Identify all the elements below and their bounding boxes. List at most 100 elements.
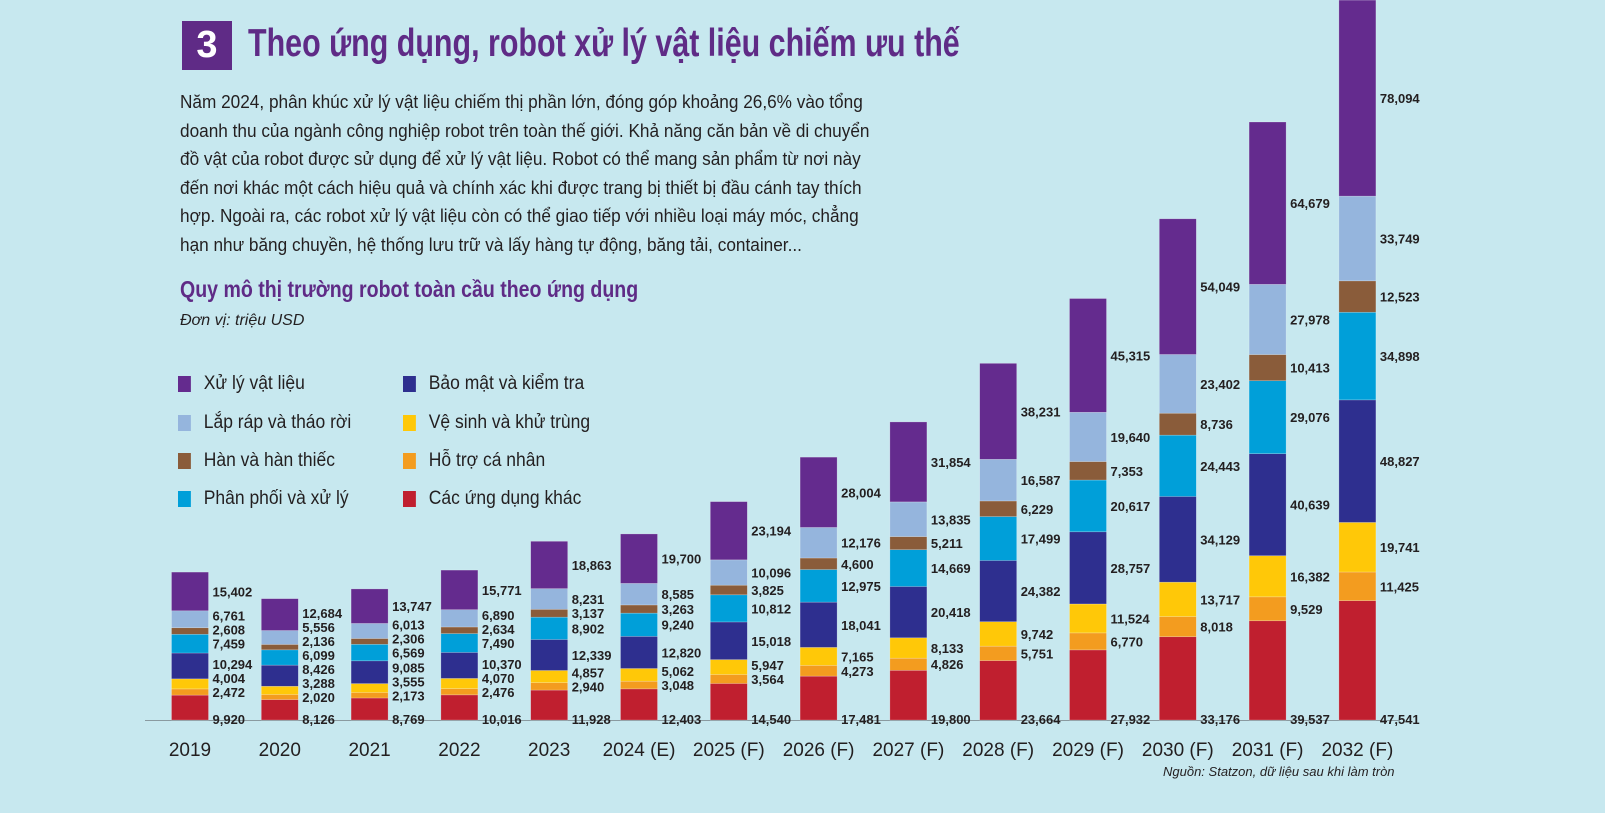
bar-segment bbox=[440, 633, 479, 653]
data-label: 3,825 bbox=[751, 583, 784, 598]
bar-segment bbox=[260, 699, 299, 721]
data-label: 31,854 bbox=[931, 455, 972, 470]
bar-segment bbox=[979, 621, 1018, 647]
data-label: 2,472 bbox=[213, 685, 246, 700]
data-label: 8,769 bbox=[392, 712, 425, 727]
x-tick-label: 2022 bbox=[438, 740, 480, 761]
legend-label: Các ứng dụng khác bbox=[428, 488, 582, 509]
bar-segment bbox=[889, 669, 928, 721]
bar-segment bbox=[440, 678, 479, 689]
bar-segment bbox=[889, 637, 928, 659]
data-label: 28,004 bbox=[841, 485, 882, 500]
data-label: 3,288 bbox=[302, 676, 335, 691]
bar-segment bbox=[1159, 434, 1197, 497]
chart-title: Quy mô thị trường robot toàn cầu theo ứn… bbox=[180, 276, 639, 302]
bar-segment bbox=[350, 588, 389, 624]
data-label: 20,617 bbox=[1111, 499, 1151, 514]
data-label: 54,049 bbox=[1200, 280, 1240, 295]
legend-label: Bảo mật và kiểm tra bbox=[428, 373, 585, 394]
data-label: 2,940 bbox=[572, 679, 605, 694]
bar-segment bbox=[1159, 581, 1197, 617]
data-label: 10,370 bbox=[482, 657, 522, 672]
bar-segment bbox=[889, 501, 928, 537]
data-label: 6,569 bbox=[392, 646, 425, 661]
data-label: 64,679 bbox=[1290, 196, 1330, 211]
data-label: 19,741 bbox=[1380, 540, 1420, 555]
data-label: 33,749 bbox=[1380, 231, 1420, 246]
bar-segment bbox=[620, 533, 658, 584]
data-label: 10,294 bbox=[213, 657, 254, 672]
bar-segment bbox=[1338, 399, 1377, 523]
legend-swatch bbox=[178, 415, 191, 431]
bar-segment bbox=[530, 608, 569, 618]
legend-label: Hàn và hàn thiếc bbox=[203, 450, 335, 471]
bar-segment bbox=[350, 683, 389, 693]
bar-segment bbox=[1248, 380, 1287, 455]
bar-segment bbox=[260, 664, 299, 687]
bar-segment bbox=[350, 623, 389, 639]
data-label: 8,231 bbox=[572, 592, 605, 607]
bar-segment bbox=[1248, 555, 1287, 598]
bar-segment bbox=[1338, 0, 1377, 197]
data-label: 28,757 bbox=[1111, 561, 1151, 576]
data-label: 78,094 bbox=[1380, 91, 1421, 106]
data-label: 2,634 bbox=[482, 622, 515, 637]
data-label: 8,585 bbox=[662, 587, 695, 602]
bar-segment bbox=[1069, 603, 1107, 634]
bar-segment bbox=[350, 660, 389, 684]
data-label: 12,403 bbox=[662, 712, 702, 727]
data-label: 9,085 bbox=[392, 660, 425, 675]
data-label: 6,099 bbox=[302, 648, 335, 663]
data-label: 19,700 bbox=[662, 552, 702, 567]
data-label: 27,978 bbox=[1290, 312, 1330, 327]
data-label: 6,013 bbox=[392, 618, 425, 633]
data-label: 4,070 bbox=[482, 671, 515, 686]
data-label: 9,529 bbox=[1290, 602, 1323, 617]
x-tick-label: 2032 (F) bbox=[1321, 740, 1393, 761]
data-label: 2,173 bbox=[392, 688, 425, 703]
data-label: 33,176 bbox=[1200, 712, 1240, 727]
body-line: hợp. Ngoài ra, các robot xử lý vật liệu … bbox=[180, 205, 859, 227]
data-label: 16,587 bbox=[1021, 473, 1061, 488]
bar-segment bbox=[1159, 636, 1197, 721]
data-label: 12,820 bbox=[662, 645, 702, 660]
data-label: 2,020 bbox=[302, 690, 335, 705]
data-label: 8,133 bbox=[931, 641, 964, 656]
bar-segment bbox=[171, 688, 209, 696]
bar-segment bbox=[799, 569, 838, 603]
data-label: 2,306 bbox=[392, 632, 425, 647]
data-label: 15,402 bbox=[213, 584, 253, 599]
bar-segment bbox=[1069, 649, 1107, 721]
data-label: 3,564 bbox=[751, 672, 784, 687]
x-tick-label: 2031 (F) bbox=[1232, 740, 1304, 761]
bar-segment bbox=[799, 527, 838, 559]
data-label: 5,751 bbox=[1021, 646, 1054, 661]
data-label: 10,016 bbox=[482, 712, 522, 727]
bar-segment bbox=[440, 569, 479, 610]
legend-swatch bbox=[403, 415, 416, 431]
bar-segment bbox=[709, 674, 748, 684]
bar-segment bbox=[1248, 354, 1287, 382]
x-tick-label: 2029 (F) bbox=[1052, 740, 1124, 761]
bar-segment bbox=[620, 604, 658, 614]
bar-segment bbox=[260, 598, 299, 631]
data-label: 15,771 bbox=[482, 583, 522, 598]
bar-segment bbox=[889, 657, 928, 671]
data-label: 9,920 bbox=[213, 712, 246, 727]
data-label: 3,555 bbox=[392, 674, 425, 689]
data-label: 11,928 bbox=[572, 712, 611, 727]
bar-segment bbox=[1338, 571, 1377, 601]
data-label: 9,240 bbox=[662, 618, 695, 633]
bar-segment bbox=[260, 630, 299, 645]
bar-segment bbox=[260, 685, 299, 695]
data-label: 7,459 bbox=[213, 637, 246, 652]
data-label: 10,812 bbox=[751, 601, 791, 616]
bar-segment bbox=[1248, 284, 1287, 355]
bar-segment bbox=[620, 680, 658, 690]
data-label: 18,041 bbox=[841, 618, 881, 633]
bar-segment bbox=[1159, 496, 1197, 583]
data-label: 6,770 bbox=[1111, 634, 1144, 649]
bar-segment bbox=[171, 652, 209, 680]
bar-segment bbox=[1159, 354, 1197, 414]
